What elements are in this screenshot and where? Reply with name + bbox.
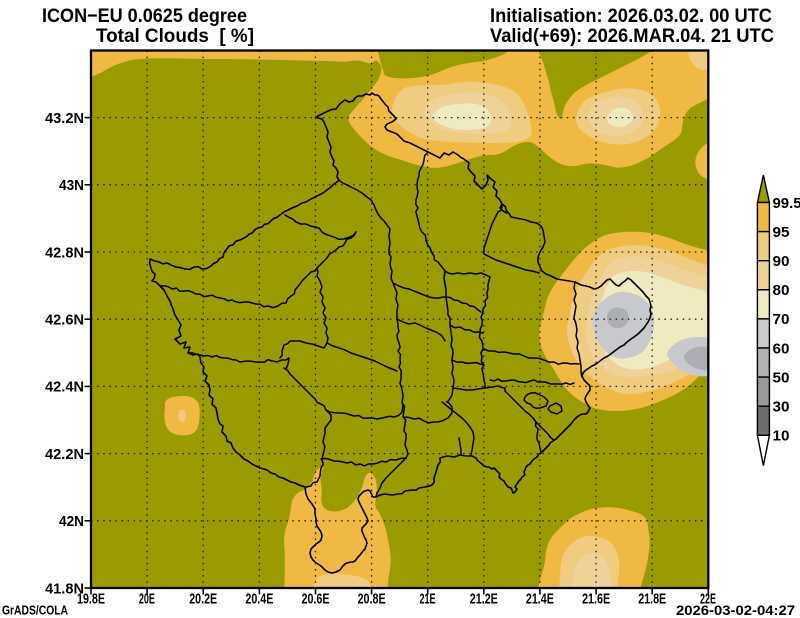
svg-text:GrADS/COLA: GrADS/COLA xyxy=(2,603,68,618)
svg-text:42.8N: 42.8N xyxy=(45,244,84,261)
svg-text:20E: 20E xyxy=(139,591,155,608)
svg-text:2026-03-02-04:27: 2026-03-02-04:27 xyxy=(676,603,795,618)
svg-text:43N: 43N xyxy=(59,177,84,194)
svg-text:30: 30 xyxy=(773,400,790,416)
svg-text:60: 60 xyxy=(773,341,790,357)
svg-text:21.4E: 21.4E xyxy=(526,591,554,608)
svg-text:22E: 22E xyxy=(700,591,716,608)
svg-text:Valid(+69): 2026.MAR.04. 21 UT: Valid(+69): 2026.MAR.04. 21 UTC xyxy=(490,25,774,47)
svg-text:21.6E: 21.6E xyxy=(582,591,610,608)
svg-text:20.8E: 20.8E xyxy=(358,591,386,608)
svg-text:42N: 42N xyxy=(59,513,84,530)
svg-text:21.8E: 21.8E xyxy=(638,591,666,608)
svg-text:43.2N: 43.2N xyxy=(45,110,84,127)
svg-text:99.5: 99.5 xyxy=(773,196,800,212)
svg-text:19.8E: 19.8E xyxy=(77,591,105,608)
svg-text:20.2E: 20.2E xyxy=(189,591,217,608)
svg-text:41.8N: 41.8N xyxy=(45,580,84,597)
svg-text:20.4E: 20.4E xyxy=(245,591,273,608)
svg-text:21.2E: 21.2E xyxy=(470,591,498,608)
svg-text:80: 80 xyxy=(773,283,790,299)
svg-text:42.4N: 42.4N xyxy=(45,379,84,396)
svg-text:42.6N: 42.6N xyxy=(45,312,84,329)
svg-text:70: 70 xyxy=(773,312,790,328)
svg-text:Total Clouds [ %]: Total Clouds [ %] xyxy=(96,25,254,47)
svg-text:Initialisation: 2026.03.02. 00: Initialisation: 2026.03.02. 00 UTC xyxy=(490,5,772,27)
svg-text:90: 90 xyxy=(773,254,790,270)
svg-text:21E: 21E xyxy=(420,591,436,608)
svg-text:42.2N: 42.2N xyxy=(45,446,84,463)
svg-text:ICON−EU 0.0625 degree: ICON−EU 0.0625 degree xyxy=(42,5,247,27)
svg-text:95: 95 xyxy=(773,225,790,241)
svg-text:20.6E: 20.6E xyxy=(302,591,330,608)
svg-text:50: 50 xyxy=(773,370,790,386)
svg-text:10: 10 xyxy=(773,429,790,445)
